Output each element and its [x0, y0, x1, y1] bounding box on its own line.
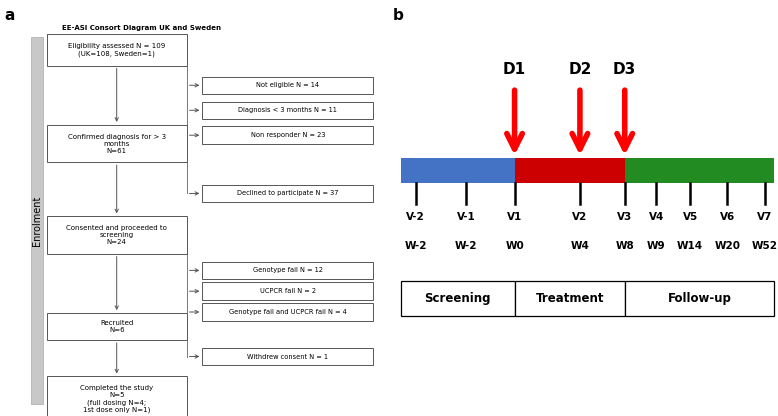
Text: V5: V5 [682, 212, 698, 222]
Bar [625, 281, 774, 316]
Text: W4: W4 [570, 241, 590, 251]
Text: UCPCR fail N = 2: UCPCR fail N = 2 [260, 288, 316, 294]
Bar [47, 376, 187, 416]
Text: W20: W20 [714, 241, 741, 251]
Bar [47, 125, 187, 162]
Text: Treatment: Treatment [535, 292, 604, 305]
Text: W52: W52 [752, 241, 778, 251]
Bar [625, 158, 774, 183]
Text: W-2: W-2 [455, 241, 477, 251]
Text: Genotype fail and UCPCR fail N = 4: Genotype fail and UCPCR fail N = 4 [229, 309, 347, 315]
Bar [47, 216, 187, 254]
Text: V1: V1 [507, 212, 522, 222]
Text: W0: W0 [505, 241, 524, 251]
Bar [202, 185, 373, 202]
Text: Confirmed diagnosis for > 3
months
N=61: Confirmed diagnosis for > 3 months N=61 [68, 134, 166, 154]
Text: Not eligible N = 14: Not eligible N = 14 [256, 82, 320, 88]
Bar [514, 158, 625, 183]
Bar [401, 281, 514, 316]
Bar [202, 126, 373, 144]
Bar [47, 313, 187, 340]
Text: Withdrew consent N = 1: Withdrew consent N = 1 [247, 354, 328, 359]
Text: Eligibility assessed N = 109
(UK=108, Sweden=1): Eligibility assessed N = 109 (UK=108, Sw… [68, 43, 165, 57]
Bar [202, 262, 373, 279]
Text: D2: D2 [568, 62, 591, 77]
Bar [202, 303, 373, 321]
Text: Enrolment: Enrolment [32, 195, 42, 246]
Bar [202, 348, 373, 365]
Text: Non responder N = 23: Non responder N = 23 [251, 132, 325, 138]
Bar [31, 37, 43, 404]
Text: Diagnosis < 3 months N = 11: Diagnosis < 3 months N = 11 [238, 107, 338, 113]
Text: Completed the study
N=5
(full dosing N=4;
1st dose only N=1): Completed the study N=5 (full dosing N=4… [80, 385, 153, 414]
Bar [401, 158, 514, 183]
Text: V-2: V-2 [406, 212, 425, 222]
Bar [514, 281, 625, 316]
Text: V-1: V-1 [457, 212, 475, 222]
Text: EE-ASI Consort Diagram UK and Sweden: EE-ASI Consort Diagram UK and Sweden [62, 25, 221, 31]
Text: V4: V4 [649, 212, 664, 222]
Bar [202, 102, 373, 119]
Bar [47, 34, 187, 65]
Text: Consented and proceeded to
screening
N=24: Consented and proceeded to screening N=2… [66, 225, 167, 245]
Text: D3: D3 [613, 62, 636, 77]
Text: V6: V6 [720, 212, 735, 222]
Text: a: a [4, 8, 14, 23]
Text: V2: V2 [573, 212, 587, 222]
Text: b: b [393, 8, 404, 23]
Bar [202, 77, 373, 94]
Text: V3: V3 [617, 212, 633, 222]
Text: W14: W14 [677, 241, 703, 251]
Bar [202, 282, 373, 300]
Text: W-2: W-2 [405, 241, 427, 251]
Text: Declined to participate N = 37: Declined to participate N = 37 [237, 191, 338, 196]
Text: Follow-up: Follow-up [668, 292, 731, 305]
Text: W9: W9 [647, 241, 666, 251]
Text: Recruited
N=6: Recruited N=6 [100, 320, 133, 333]
Text: Genotype fail N = 12: Genotype fail N = 12 [253, 267, 323, 273]
Text: V7: V7 [757, 212, 773, 222]
Text: W8: W8 [615, 241, 634, 251]
Text: D1: D1 [503, 62, 526, 77]
Text: Screening: Screening [424, 292, 491, 305]
